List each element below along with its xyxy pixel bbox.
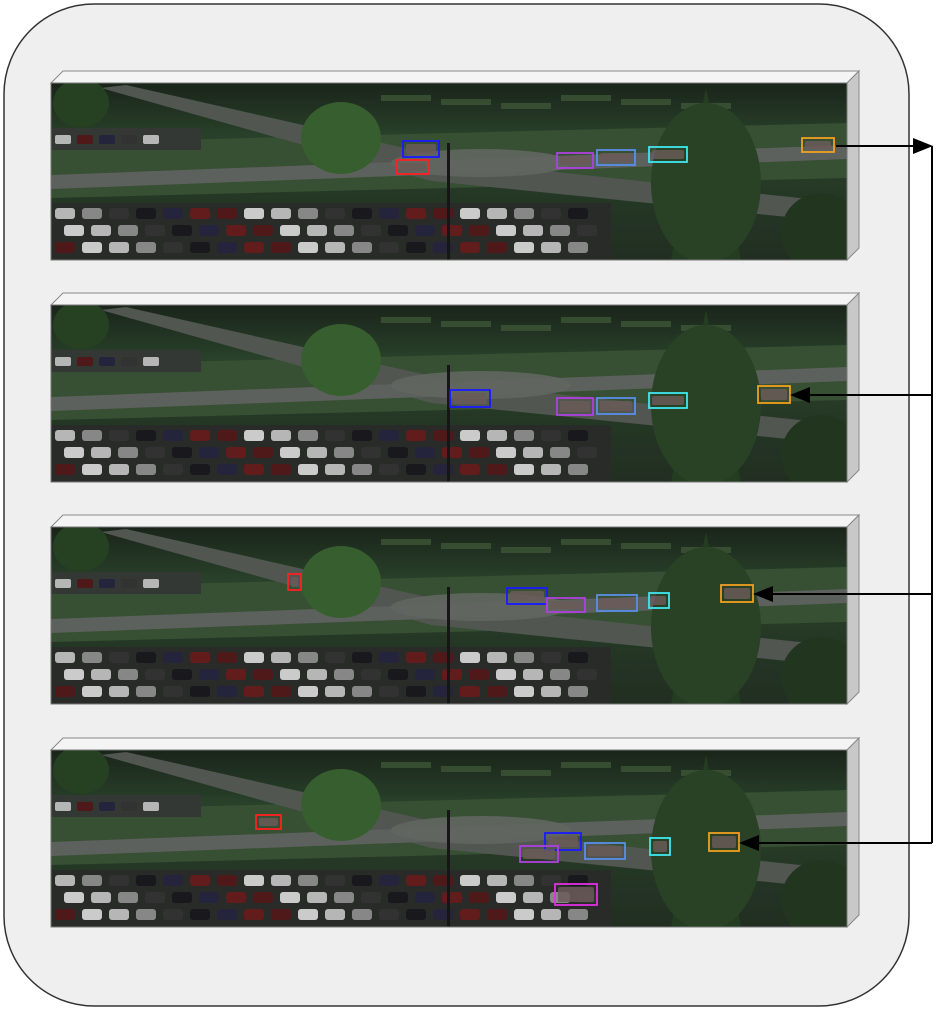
bounding-box-steel-blue — [596, 397, 636, 415]
tracked-vehicle — [550, 601, 582, 609]
bounding-box-outline — [596, 594, 638, 612]
bounding-box-outline — [649, 837, 671, 856]
bounding-box-red — [255, 814, 282, 830]
bounding-box-purple — [556, 152, 594, 169]
arrows-layer — [739, 138, 933, 851]
tracked-vehicle — [724, 588, 750, 599]
tracked-vehicle — [259, 818, 278, 826]
bounding-box-cyan — [648, 392, 688, 409]
tracked-vehicle — [510, 591, 544, 601]
bounding-box-outline — [584, 842, 626, 860]
bounding-box-outline — [519, 845, 559, 863]
frame-4 — [49, 736, 861, 929]
bounding-box-outline — [648, 592, 670, 609]
frame-border — [50, 304, 848, 483]
bounding-box-blue — [544, 832, 582, 851]
tracked-vehicle — [548, 836, 578, 847]
bounding-box-outline — [596, 149, 636, 166]
bounding-box-orange — [801, 137, 835, 153]
frame-2 — [49, 291, 861, 484]
frame-1 — [49, 69, 861, 262]
bounding-box-outline — [556, 397, 594, 416]
bounding-box-outline — [556, 152, 594, 169]
bounding-box-blue — [449, 389, 491, 408]
tracked-vehicle — [523, 849, 555, 859]
frame-top-face — [49, 514, 861, 528]
bounding-box-steel-blue — [596, 149, 636, 166]
frame-border — [50, 749, 848, 928]
tracked-vehicle — [652, 150, 684, 159]
tracked-vehicle — [400, 163, 426, 171]
tracked-vehicle — [600, 401, 632, 411]
tracked-vehicle — [291, 577, 298, 587]
frame-top-face — [49, 70, 861, 84]
bounding-box-outline — [287, 573, 302, 591]
bounding-box-cyan — [648, 146, 688, 163]
bounding-box-steel-blue — [596, 594, 638, 612]
bounding-box-purple — [556, 397, 594, 416]
frame-side-face — [846, 69, 860, 262]
bounding-box-outline — [544, 832, 582, 851]
bounding-box-cyan — [649, 837, 671, 856]
tracked-vehicle — [652, 396, 684, 405]
bounding-box-outline — [648, 392, 688, 409]
bounding-box-cyan — [648, 592, 670, 609]
bounding-box-purple — [519, 845, 559, 863]
frame-3 — [49, 513, 861, 706]
bounding-box-outline — [546, 597, 586, 613]
bounding-box-magenta — [554, 883, 598, 906]
bounding-box-outline — [554, 883, 598, 906]
frame-top-face — [49, 292, 861, 306]
scene-photo — [51, 83, 847, 260]
bounding-box-outline — [801, 137, 835, 153]
frame-side-face — [846, 736, 860, 929]
bounding-box-blue — [402, 140, 440, 158]
tracked-vehicle — [600, 153, 632, 162]
tracked-vehicle — [805, 141, 831, 149]
tracked-vehicle — [558, 887, 594, 902]
tracked-vehicle — [712, 836, 736, 848]
bounding-box-outline — [449, 389, 491, 408]
tracked-vehicle — [560, 401, 590, 412]
bounding-box-outline — [396, 159, 430, 175]
tracked-vehicle — [652, 596, 666, 605]
scene-photo — [51, 305, 847, 482]
bounding-box-red — [287, 573, 302, 591]
scene-photo — [51, 527, 847, 704]
tracked-vehicle — [453, 393, 487, 404]
frames-layer — [49, 69, 861, 929]
tracked-vehicle — [761, 389, 787, 400]
tracked-vehicle — [653, 841, 667, 852]
tracked-vehicle — [600, 598, 634, 608]
bounding-box-outline — [402, 140, 440, 158]
bounding-box-red — [396, 159, 430, 175]
tracked-vehicle — [406, 144, 436, 154]
bounding-box-steel-blue — [584, 842, 626, 860]
frame-top-face — [49, 737, 861, 751]
bounding-box-outline — [255, 814, 282, 830]
frame-side-face — [846, 513, 860, 706]
frame-border — [50, 82, 848, 261]
bounding-box-outline — [648, 146, 688, 163]
bounding-box-blue — [506, 587, 548, 605]
tracked-vehicle — [588, 846, 622, 856]
frame-side-face — [846, 291, 860, 484]
frame-border — [50, 526, 848, 705]
bounding-box-purple — [546, 597, 586, 613]
tracked-vehicle — [560, 156, 590, 165]
bounding-box-outline — [596, 397, 636, 415]
bounding-box-outline — [506, 587, 548, 605]
